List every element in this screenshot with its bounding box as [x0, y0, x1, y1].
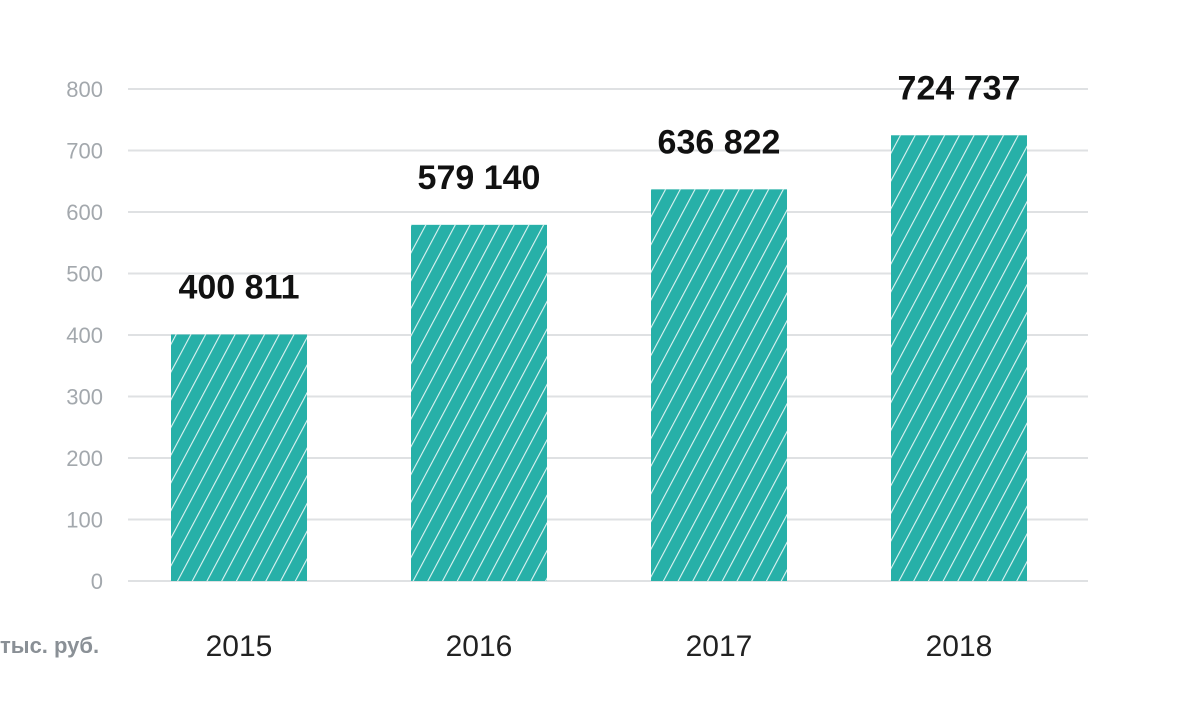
bar-hatch-2016 — [411, 224, 547, 581]
data-label-2018: 724 737 — [898, 69, 1021, 107]
data-label-2016: 579 140 — [418, 159, 541, 197]
bar-hatch-2018 — [891, 135, 1027, 581]
y-tick-label: 300 — [66, 385, 103, 410]
x-tick-label-2018: 2018 — [926, 630, 993, 663]
y-tick-label: 500 — [66, 262, 103, 287]
y-tick-label: 200 — [66, 446, 103, 471]
y-tick-label: 800 — [66, 77, 103, 102]
x-tick-label-2015: 2015 — [206, 630, 273, 663]
x-axis-ticks: 2015 2016 2017 2018 — [206, 630, 993, 663]
data-labels: 400 811 579 140 636 822 724 737 — [178, 69, 1020, 306]
bars — [171, 135, 1027, 581]
data-label-2015: 400 811 — [178, 269, 299, 307]
x-tick-label-2016: 2016 — [446, 630, 513, 663]
bar-hatch-2017 — [651, 189, 787, 581]
y-axis-ticks: 0 100 200 300 400 500 600 700 800 — [66, 77, 103, 594]
y-tick-label: 0 — [91, 569, 103, 594]
bar-hatch-2015 — [171, 334, 307, 581]
y-unit-label: тыс. руб. — [0, 633, 99, 658]
y-tick-label: 700 — [66, 139, 103, 164]
y-tick-label: 400 — [66, 323, 103, 348]
y-tick-label: 100 — [66, 508, 103, 533]
y-tick-label: 600 — [66, 200, 103, 225]
data-label-2017: 636 822 — [658, 123, 781, 161]
x-tick-label-2017: 2017 — [686, 630, 753, 663]
